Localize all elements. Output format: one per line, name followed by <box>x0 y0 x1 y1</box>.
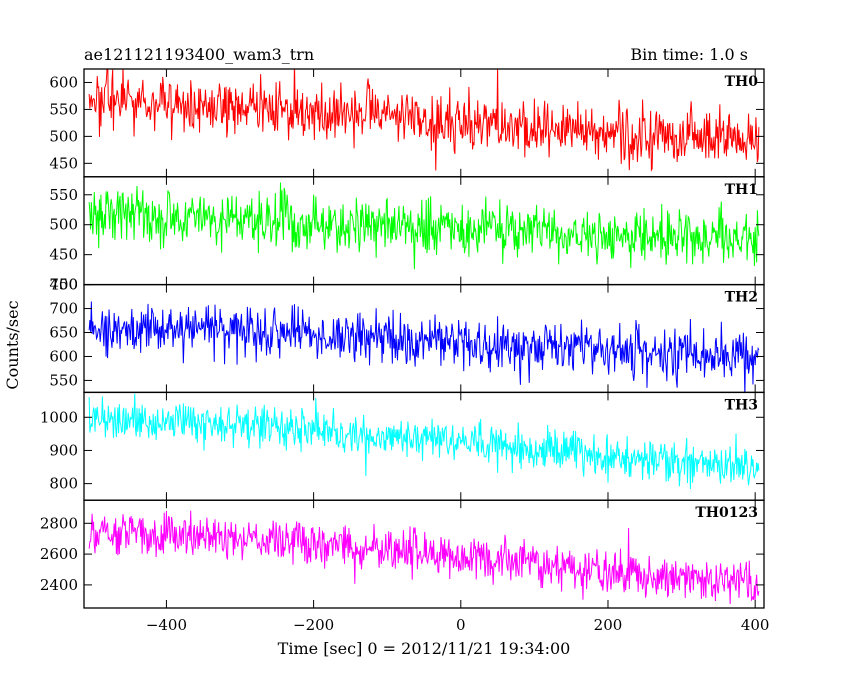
x-tick-label: 200 <box>594 616 623 634</box>
x-tick-label: −400 <box>146 616 187 634</box>
panels-group: 450 500 550 600 TH0 400 450 500 550 TH1 550 600 650 7… <box>40 68 765 609</box>
y-tick-label: 500 <box>49 216 78 234</box>
y-tick-label: 600 <box>49 73 78 91</box>
x-tick-label: 0 <box>456 616 466 634</box>
panel-th3: 800 900 1000 TH3 <box>40 391 765 501</box>
series-line-th0 <box>88 69 760 172</box>
series-line-th3 <box>88 393 760 489</box>
y-tick-label: 600 <box>49 347 78 365</box>
y-tick-label: 400 <box>49 276 78 294</box>
chart-title-left: ae121121193400_wam3_trn <box>84 45 314 64</box>
y-tick-label: 2800 <box>40 514 78 532</box>
panel-name-th1: TH1 <box>725 182 758 198</box>
x-tick-label: −200 <box>293 616 334 634</box>
y-tick-label: 450 <box>49 246 78 264</box>
panel-frame <box>83 68 765 178</box>
x-tick-label: 400 <box>741 616 770 634</box>
y-tick-label: 500 <box>49 127 78 145</box>
x-axis-label: Time [sec] 0 = 2012/11/21 19:34:00 <box>278 639 571 658</box>
y-tick-label: 550 <box>49 100 78 118</box>
y-tick-label: 750 <box>49 276 78 294</box>
y-tick-label: 650 <box>49 324 78 342</box>
y-tick-label: 2600 <box>40 545 78 563</box>
series-line-th1 <box>88 182 760 270</box>
panel-name-th0123: TH0123 <box>695 505 758 521</box>
panel-name-th3: TH3 <box>725 397 758 413</box>
y-tick-label: 2400 <box>40 576 78 594</box>
panel-th2: 550 600 650 700 750 TH2 <box>49 276 765 394</box>
y-tick-label: 1000 <box>40 408 78 426</box>
series-line-th2 <box>88 301 760 393</box>
y-tick-label: 900 <box>49 441 78 459</box>
y-tick-label: 450 <box>49 154 78 172</box>
chart-title-right: Bin time: 1.0 s <box>630 45 748 64</box>
panel-th0: 450 500 550 600 TH0 <box>49 68 765 178</box>
x-axis: −400 −200 0 200 400 <box>146 616 770 634</box>
y-tick-label: 550 <box>49 371 78 389</box>
y-tick-label: 800 <box>49 475 78 493</box>
panel-th0123: 2400 2600 2800 TH0123 <box>40 499 765 609</box>
y-tick-label: 700 <box>49 300 78 318</box>
y-axis-label: Counts/sec <box>3 300 22 389</box>
panel-th1: 400 450 500 550 TH1 <box>49 176 765 294</box>
panel-name-th0: TH0 <box>725 74 759 90</box>
series-line-th0123 <box>88 510 760 604</box>
panel-name-th2: TH2 <box>725 290 758 306</box>
y-tick-label: 550 <box>49 186 78 204</box>
